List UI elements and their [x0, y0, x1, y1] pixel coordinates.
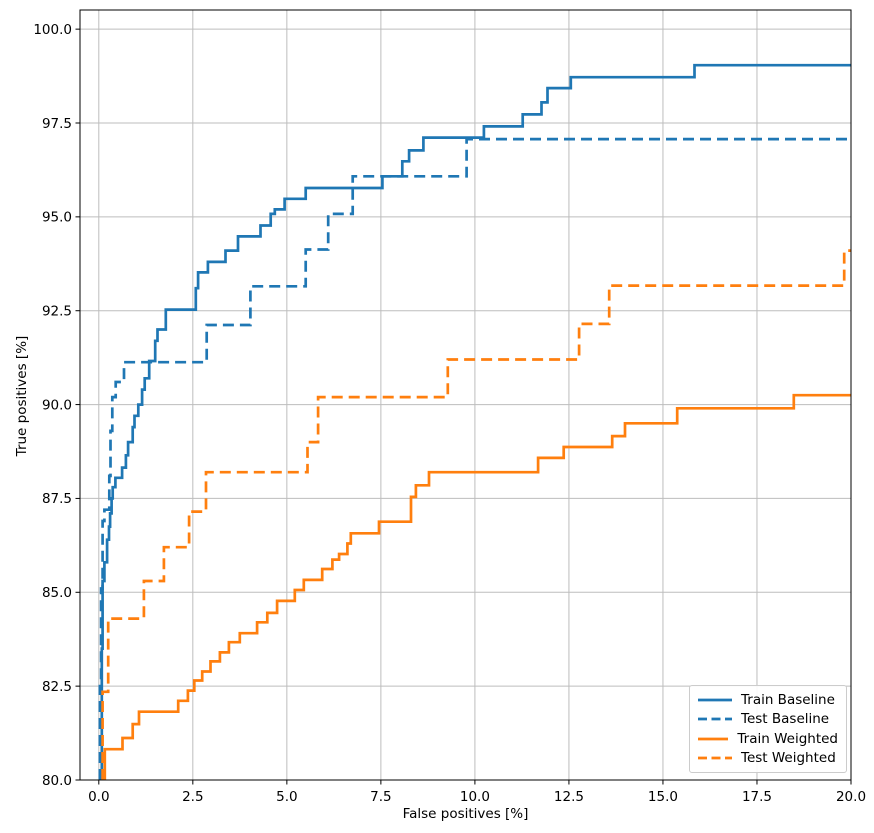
curves: [98, 63, 851, 780]
x-axis-label: False positives [%]: [402, 806, 529, 822]
series-line-train-baseline: [100, 63, 851, 780]
series-line-test-baseline: [98, 137, 851, 780]
legend-item-label: Train Baseline: [741, 691, 835, 708]
y-tick-label: 92.5: [42, 304, 72, 320]
legend: Train Baseline Test Baseline Train Weighte…: [689, 685, 847, 773]
x-tick-label: 15.0: [648, 789, 678, 805]
legend-item-label: Train Weighted: [737, 730, 838, 747]
y-tick-label: 97.5: [42, 116, 72, 132]
x-tick-label: 0.0: [88, 789, 109, 805]
legend-item-test-weighted: Test Weighted: [698, 749, 838, 769]
tick-labels: 0.0 2.5 5.0 7.5 10.0 12.5 15.0 17.5 20.0 80.0 82.5…: [33, 22, 866, 805]
y-tick-label: 90.0: [42, 397, 72, 413]
legend-item-train-baseline: Train Baseline: [698, 690, 838, 710]
x-tick-label: 17.5: [742, 789, 772, 805]
x-tick-label: 5.0: [276, 789, 297, 805]
legend-item-label: Test Baseline: [741, 711, 830, 728]
x-tick-label: 12.5: [554, 789, 584, 805]
legend-item-train-weighted: Train Weighted: [698, 729, 838, 749]
legend-item-test-baseline: Test Baseline: [698, 710, 838, 730]
legend-line-sample: [698, 756, 732, 760]
series-line-test-weighted: [101, 249, 851, 780]
x-tick-label: 10.0: [460, 789, 490, 805]
plot-border: [79, 9, 852, 781]
y-tick-label: 100.0: [33, 22, 72, 38]
legend-line-sample: [698, 717, 732, 721]
x-tick-label: 7.5: [370, 789, 391, 805]
legend-line-sample: [698, 737, 729, 741]
tick-marks: [75, 28, 852, 785]
y-tick-label: 87.5: [42, 491, 72, 507]
y-tick-label: 85.0: [42, 585, 72, 601]
legend-line-sample: [698, 698, 732, 702]
y-tick-label: 82.5: [42, 679, 72, 695]
y-tick-label: 80.0: [42, 773, 72, 789]
grid-lines: [80, 10, 852, 781]
series-line-train-weighted: [103, 393, 851, 780]
legend-item-label: Test Weighted: [741, 750, 836, 767]
x-tick-label: 2.5: [182, 789, 203, 805]
y-tick-label: 95.0: [42, 210, 72, 226]
x-tick-label: 20.0: [836, 789, 866, 805]
y-axis-label: True positives [%]: [14, 335, 30, 457]
